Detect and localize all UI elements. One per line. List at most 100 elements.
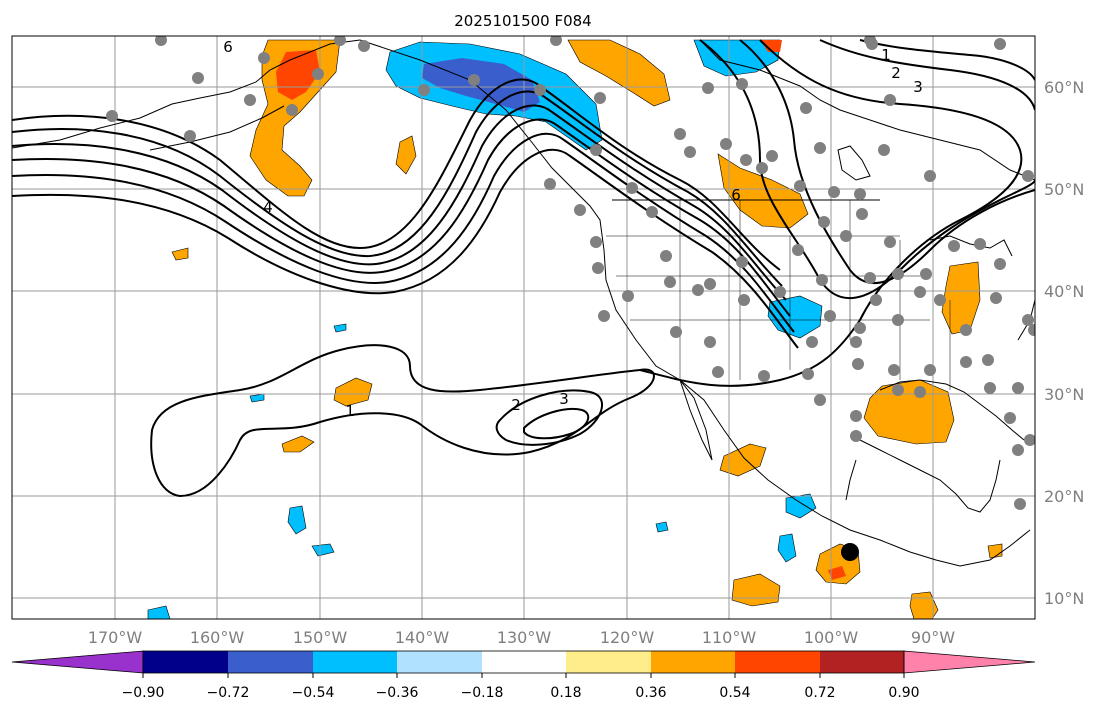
colorbar-tick-label: −0.90 (122, 685, 165, 701)
lat-label: 30°N (1044, 385, 1084, 404)
station-dot (590, 236, 602, 248)
station-dot (884, 94, 896, 106)
colorbar-bin (820, 651, 904, 673)
station-dot (774, 286, 786, 298)
lon-label: 110°W (702, 628, 757, 647)
colorbar-bin (735, 651, 820, 673)
station-dot (850, 430, 862, 442)
station-dot (550, 36, 562, 46)
anomaly-blue-small6 (655, 521, 669, 533)
station-dot (258, 52, 270, 64)
anomaly-orange-gulf (863, 379, 955, 445)
contour-label: 1 (881, 46, 891, 64)
station-dot (920, 268, 932, 280)
station-dot (184, 130, 196, 142)
station-dot (358, 40, 370, 52)
contour-label: 3 (913, 78, 923, 96)
station-dot (622, 290, 634, 302)
station-dot (674, 128, 686, 140)
station-dot (704, 278, 716, 290)
colorbar-ticks (142, 673, 905, 678)
station-dot (740, 154, 752, 166)
station-dot (840, 230, 852, 242)
station-dot (888, 364, 900, 376)
lat-label: 10°N (1044, 589, 1084, 608)
station-dot (878, 144, 890, 156)
station-dot (960, 324, 972, 336)
station-dot (736, 256, 748, 268)
longitude-labels: 170°W 160°W 150°W 140°W 130°W 120°W 110°… (88, 628, 955, 647)
station-markers (106, 36, 1035, 510)
contour-label: 1 (345, 402, 355, 420)
station-dot (692, 284, 704, 296)
anomaly-orange-pacific2 (281, 435, 315, 453)
station-dot (626, 182, 638, 194)
station-dot (854, 322, 866, 334)
anomaly-blue-small7 (333, 323, 347, 333)
anomaly-red-south1 (828, 566, 846, 580)
shaded-anomalies (147, 39, 1003, 619)
station-dot (990, 292, 1002, 304)
station-dot (286, 104, 298, 116)
colorbar-frame (142, 650, 905, 674)
station-dot (660, 250, 672, 262)
map-area: 6 4 1 2 3 1 2 3 6 (12, 36, 1035, 619)
anomaly-blue-small8 (249, 393, 265, 403)
station-dot (850, 336, 862, 348)
station-dot (684, 146, 696, 158)
station-dot (544, 178, 556, 190)
anomaly-blue-small2 (311, 543, 335, 557)
colorbar-tick-label: −0.54 (292, 685, 335, 701)
station-dot (738, 294, 750, 306)
station-dot (1028, 324, 1035, 336)
map-frame (11, 35, 1036, 620)
latitude-labels: 60°N 50°N 40°N 30°N 20°N 10°N (1044, 78, 1084, 608)
lat-label: 60°N (1044, 78, 1084, 97)
anomaly-orange-south5 (171, 247, 189, 261)
lon-label: 140°W (395, 628, 450, 647)
station-dot (818, 216, 830, 228)
station-dot (720, 138, 732, 150)
station-dot (856, 208, 868, 220)
station-dot (892, 314, 904, 326)
station-dot (594, 92, 606, 104)
station-dot (592, 262, 604, 274)
anomaly-orange-bc (395, 135, 417, 175)
station-dot (736, 78, 748, 90)
station-dot (914, 286, 926, 298)
station-dot (1022, 170, 1034, 182)
station-dot (704, 336, 716, 348)
colorbar-tick-label: −0.72 (207, 685, 250, 701)
height-contours (12, 39, 1035, 498)
station-dot (155, 36, 167, 46)
station-dot (854, 188, 866, 200)
colorbar-extend-low (11, 650, 144, 674)
station-dot (924, 364, 936, 376)
anomaly-blue-us (767, 295, 823, 339)
colorbar: −0.90 −0.72 −0.54 −0.36 −0.18 0.18 0.36 … (11, 650, 1036, 701)
anomaly-orange-greatlakes (941, 261, 981, 335)
lon-label: 160°W (190, 628, 245, 647)
station-dot (758, 370, 770, 382)
colorbar-tick-label: 0.18 (550, 685, 581, 701)
station-dot (1012, 444, 1024, 456)
anomaly-royalblue-gulf (422, 58, 540, 112)
station-dot (982, 354, 994, 366)
colorbar-bin (228, 651, 313, 673)
station-dot (1024, 434, 1035, 446)
station-dot (794, 180, 806, 192)
station-dot (1014, 498, 1026, 510)
colorbar-tick-label: 0.36 (635, 685, 666, 701)
station-dot (244, 94, 256, 106)
station-dot (712, 366, 724, 378)
contour-label: 3 (559, 390, 569, 408)
lat-label: 50°N (1044, 180, 1084, 199)
map-title: 2025101500 F084 (454, 12, 591, 30)
station-dot (814, 394, 826, 406)
colorbar-bin (482, 651, 566, 673)
lat-label: 20°N (1044, 487, 1084, 506)
station-dot (418, 84, 430, 96)
station-dot (850, 410, 862, 422)
colorbar-tick-label: −0.36 (376, 685, 419, 701)
